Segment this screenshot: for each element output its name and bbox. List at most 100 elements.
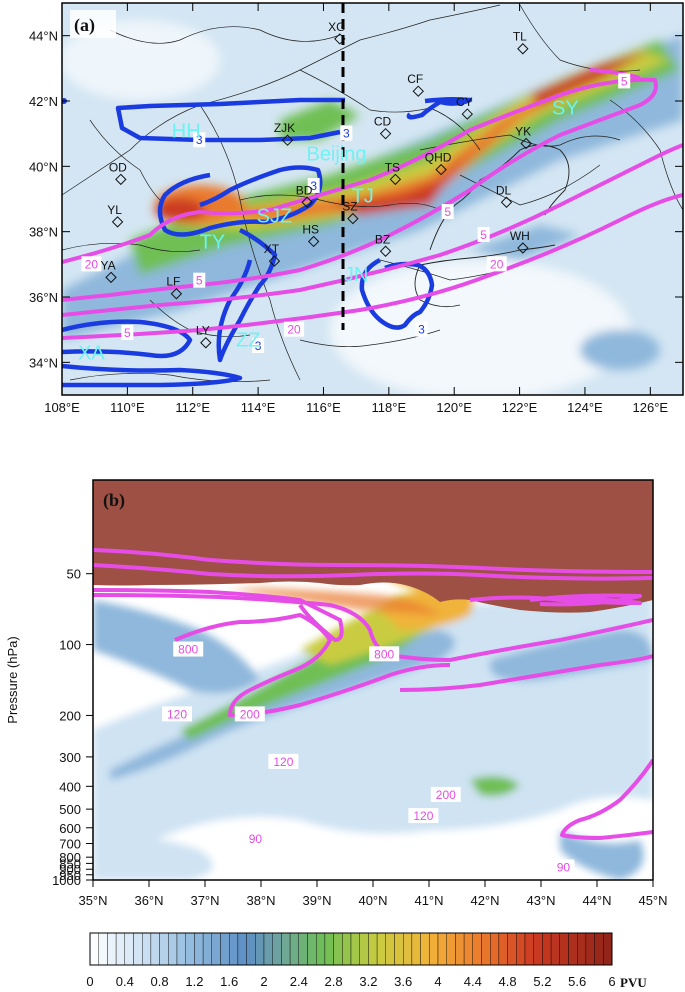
station-bd: BD bbox=[296, 183, 313, 208]
colorbar-cell bbox=[490, 932, 500, 966]
contour-label-bg bbox=[307, 177, 320, 193]
colorbar-cell bbox=[263, 932, 273, 966]
contour-label: 200 bbox=[234, 706, 265, 722]
station-marker bbox=[268, 255, 281, 267]
colorbar-tick-label: 1.2 bbox=[185, 974, 203, 989]
contour-label-text: 3 bbox=[418, 323, 425, 337]
city-label-hh: HH bbox=[172, 120, 201, 142]
station-cd: CD bbox=[374, 115, 392, 140]
contour-label: 20 bbox=[284, 321, 305, 337]
station-marker bbox=[334, 33, 346, 45]
y-tick-label-a: 44°N bbox=[29, 29, 58, 44]
station-yk: YK bbox=[515, 124, 532, 150]
colorbar-tick-label: 6 bbox=[608, 974, 615, 989]
colorbar-cell bbox=[403, 932, 413, 966]
x-tick-label-a: 112°E bbox=[175, 400, 210, 415]
y-axis-a: 34°N 36°N 38°N 40°N 42°N 44°N bbox=[29, 29, 683, 370]
y-tick-label-b: 200 bbox=[59, 708, 81, 723]
city-label-jn: JN bbox=[344, 264, 368, 286]
colorbar-frame bbox=[89, 932, 613, 966]
colorbar-cell bbox=[429, 932, 439, 966]
y-tick-label-b: 500 bbox=[59, 802, 81, 817]
colorbar-cell bbox=[133, 932, 143, 966]
colorbar-cell bbox=[463, 932, 474, 966]
pv-5-20-contours bbox=[62, 68, 683, 340]
colorbar-cell bbox=[159, 932, 169, 966]
station-label: OD bbox=[109, 160, 127, 174]
contour-label: 3 bbox=[193, 132, 206, 148]
station-hs: HS bbox=[302, 222, 320, 248]
x-tick-label-b: 39°N bbox=[302, 893, 331, 908]
contour-label: 3 bbox=[415, 321, 428, 337]
colorbar-cell bbox=[342, 932, 352, 966]
contour-label-text: 90 bbox=[557, 861, 571, 875]
station-label: TS bbox=[385, 160, 400, 174]
contour-label-bg bbox=[162, 706, 192, 722]
x-tick-label-a: 114°E bbox=[241, 400, 276, 415]
colorbar-tick-label: 0.4 bbox=[116, 974, 134, 989]
colorbar-cell bbox=[194, 932, 204, 966]
x-tick-label-b: 43°N bbox=[526, 893, 555, 908]
colorbar-cell bbox=[376, 932, 387, 966]
contour-label-bg bbox=[244, 831, 267, 847]
colorbar-cell bbox=[542, 932, 552, 966]
colorbar-cell bbox=[141, 932, 152, 966]
contour-label-bg bbox=[193, 132, 206, 148]
station-tl: TL bbox=[513, 30, 529, 55]
contour-label-bg bbox=[618, 73, 631, 89]
contour-label-bg bbox=[193, 272, 206, 288]
contour-label-text: 200 bbox=[240, 707, 260, 721]
contour-label-bg bbox=[441, 204, 454, 220]
panel-a-label-box bbox=[70, 10, 116, 38]
panel-a: 3 3 3 3 3 5 5 5 5 5 20 20 20 XG TL CF CY ZJK CD YK OD QHD TS B… bbox=[29, 2, 684, 415]
contour-label-bg bbox=[415, 321, 428, 337]
colorbar-cell bbox=[550, 932, 560, 966]
colorbar-cell bbox=[298, 932, 308, 966]
contour-label-text: 120 bbox=[413, 809, 433, 823]
contour-label-bg bbox=[268, 753, 299, 769]
contour-label-text: 200 bbox=[436, 788, 456, 802]
station-label: YL bbox=[107, 203, 122, 217]
colorbar-tick-label: 0 bbox=[86, 974, 93, 989]
station-xg: XG bbox=[328, 20, 346, 45]
colorbar-cell bbox=[559, 932, 569, 966]
city-label-ty: TY bbox=[200, 231, 226, 253]
x-tick-label-a: 116°E bbox=[306, 400, 341, 415]
contour-label: 120 bbox=[408, 808, 439, 824]
colorbar-cell bbox=[516, 932, 526, 966]
station-marker bbox=[347, 212, 359, 225]
station-label: LY bbox=[196, 324, 210, 338]
city-label-sjz: SJZ bbox=[257, 205, 293, 227]
station-cf: CF bbox=[407, 72, 424, 97]
colorbar-cell bbox=[481, 932, 491, 966]
colorbar-cell bbox=[368, 932, 378, 966]
station-wh: WH bbox=[510, 229, 530, 254]
colorbar-cell bbox=[281, 932, 291, 966]
x-tick-label-b: 41°N bbox=[414, 893, 443, 908]
contour-label: 3 bbox=[252, 338, 265, 353]
colorbar-cell bbox=[385, 932, 395, 966]
colorbar-tick-label: 2 bbox=[260, 974, 267, 989]
x-tick-label-a: 110°E bbox=[110, 400, 145, 415]
station-marker bbox=[500, 196, 513, 208]
y-axis-title-b: Pressure (hPa) bbox=[5, 636, 20, 723]
contour-labels-a: 3 3 3 3 3 5 5 5 5 5 20 20 20 bbox=[81, 73, 631, 353]
contour-label-text: 5 bbox=[196, 274, 203, 288]
contour-label-text: 120 bbox=[167, 707, 187, 721]
contour-label-text: 5 bbox=[124, 326, 131, 340]
station-marker bbox=[412, 85, 424, 97]
colorbar-cell bbox=[246, 932, 256, 966]
y-tick-label-a: 40°N bbox=[29, 159, 58, 174]
contour-label-text: 20 bbox=[287, 323, 301, 337]
colorbar-cell bbox=[585, 932, 595, 966]
colorbar-cell bbox=[168, 932, 178, 966]
contour-label-text: 3 bbox=[310, 179, 317, 193]
colorbar-tick-label: 2.8 bbox=[325, 974, 343, 989]
station-label: DL bbox=[496, 183, 512, 197]
colorbar-tick-label: 4.4 bbox=[464, 974, 482, 989]
stratosphere-fill bbox=[93, 480, 653, 613]
contour-label-bg bbox=[121, 324, 134, 340]
